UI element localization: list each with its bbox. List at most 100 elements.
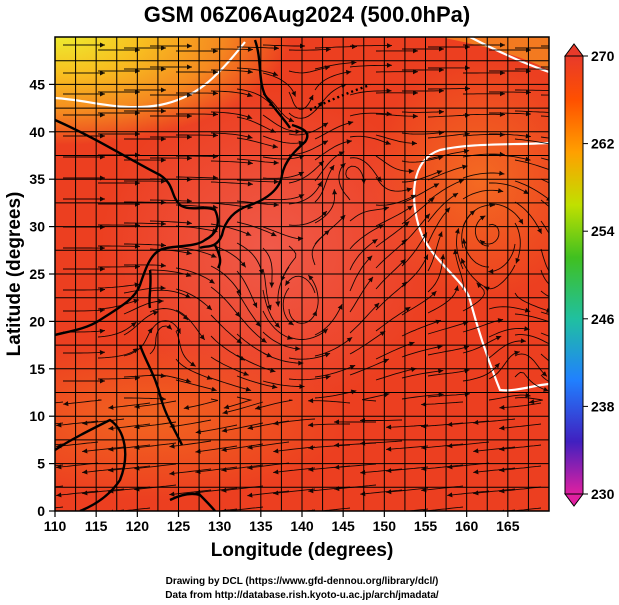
- streamline: [386, 466, 429, 472]
- streamline: [427, 393, 470, 398]
- streamline-arrowhead: [269, 282, 275, 288]
- streamline-arrowhead: [186, 250, 192, 256]
- streamline-arrowhead: [82, 448, 88, 454]
- streamline-arrowhead: [161, 45, 166, 51]
- streamline: [55, 401, 64, 404]
- streamline: [236, 158, 279, 164]
- streamline-arrowhead: [240, 261, 246, 268]
- streamline: [176, 134, 219, 136]
- streamline: [401, 345, 443, 358]
- streamline-arrowhead: [350, 389, 357, 395]
- streamline: [427, 133, 470, 139]
- streamline: [375, 155, 414, 172]
- streamline-arrowhead: [386, 62, 392, 68]
- streamline-arrowhead: [401, 281, 408, 287]
- streamline-arrowhead: [411, 140, 417, 146]
- streamline-arrowhead: [161, 136, 166, 142]
- streamline-arrowhead: [552, 110, 557, 115]
- streamline: [334, 513, 376, 517]
- streamline: [540, 353, 549, 362]
- streamline-arrowhead: [100, 196, 105, 202]
- streamline-arrowhead: [559, 250, 564, 255]
- streamline-arrowhead: [187, 155, 192, 161]
- streamline-arrowhead: [152, 310, 159, 316]
- streamline: [314, 121, 354, 140]
- streamline: [359, 419, 403, 421]
- streamline-arrowhead: [322, 122, 329, 128]
- streamline: [461, 210, 476, 249]
- streamline: [247, 441, 290, 449]
- streamline: [421, 485, 464, 491]
- streamline: [262, 268, 272, 311]
- streamline: [210, 132, 253, 139]
- streamline: [427, 165, 468, 181]
- streamline: [514, 138, 549, 145]
- streamline-arrowhead: [321, 211, 327, 217]
- streamline-arrowhead: [433, 183, 440, 188]
- streamline-arrowhead: [273, 490, 279, 496]
- streamline-arrowhead: [285, 280, 291, 286]
- streamline: [236, 354, 276, 373]
- streamline: [123, 300, 164, 315]
- streamline-arrowhead: [385, 140, 391, 145]
- streamline-arrowhead: [349, 365, 356, 370]
- streamline-arrowhead: [221, 487, 227, 493]
- streamline: [221, 464, 264, 471]
- streamline-arrowhead: [500, 42, 505, 48]
- streamline-arrowhead: [404, 307, 411, 312]
- x-tick-label: 145: [331, 518, 355, 534]
- streamline-arrowhead: [21, 404, 26, 409]
- streamline: [210, 111, 253, 119]
- streamline-arrowhead: [384, 392, 390, 398]
- streamline-arrowhead: [499, 170, 505, 176]
- streamline-arrowhead: [500, 91, 505, 97]
- streamline: [221, 422, 264, 432]
- streamline: [262, 44, 305, 47]
- streamline: [262, 135, 304, 144]
- streamline: [540, 269, 549, 285]
- streamline: [514, 222, 521, 264]
- streamline: [175, 288, 213, 311]
- streamline-arrowhead: [245, 386, 252, 392]
- streamline: [210, 181, 253, 185]
- streamline: [210, 286, 241, 318]
- streamline-arrowhead: [161, 66, 166, 72]
- streamline-arrowhead: [515, 257, 521, 264]
- streamline-arrowhead: [444, 207, 451, 213]
- streamline: [124, 243, 167, 246]
- streamline: [401, 254, 429, 288]
- streamline: [402, 170, 443, 183]
- streamline-arrowhead: [412, 113, 418, 119]
- streamline: [489, 112, 532, 115]
- streamline: [375, 238, 407, 269]
- streamline: [540, 178, 549, 184]
- streamline-arrowhead: [187, 134, 192, 140]
- streamline-arrowhead: [273, 160, 279, 166]
- streamline: [454, 249, 464, 291]
- streamline: [514, 292, 549, 312]
- colorbar-tick-label: 246: [591, 311, 615, 327]
- streamline: [223, 396, 253, 409]
- streamline: [169, 419, 212, 428]
- y-tick-label: 30: [29, 219, 45, 235]
- streamline-arrowhead: [386, 468, 392, 473]
- streamline-arrowhead: [255, 321, 261, 327]
- credit-line-dcl: Drawing by DCL (https://www.gfd-dennou.o…: [166, 576, 439, 587]
- streamline-arrowhead: [406, 187, 412, 193]
- streamline-arrowhead: [272, 143, 278, 149]
- streamline-arrowhead: [273, 420, 279, 426]
- streamline: [489, 133, 531, 138]
- streamline-arrowhead: [386, 489, 392, 495]
- streamline: [56, 490, 99, 496]
- streamline: [463, 238, 490, 268]
- streamline-arrowhead: [473, 490, 479, 496]
- streamline-arrowhead: [187, 92, 192, 98]
- streamline-arrowhead: [221, 447, 227, 453]
- streamline: [56, 512, 98, 517]
- streamline: [499, 465, 542, 471]
- x-tick-label: 140: [290, 518, 314, 534]
- x-tick-label: 115: [85, 518, 108, 534]
- streamline: [63, 309, 106, 312]
- streamline: [514, 353, 548, 377]
- colorbar-tick-label: 254: [591, 223, 615, 239]
